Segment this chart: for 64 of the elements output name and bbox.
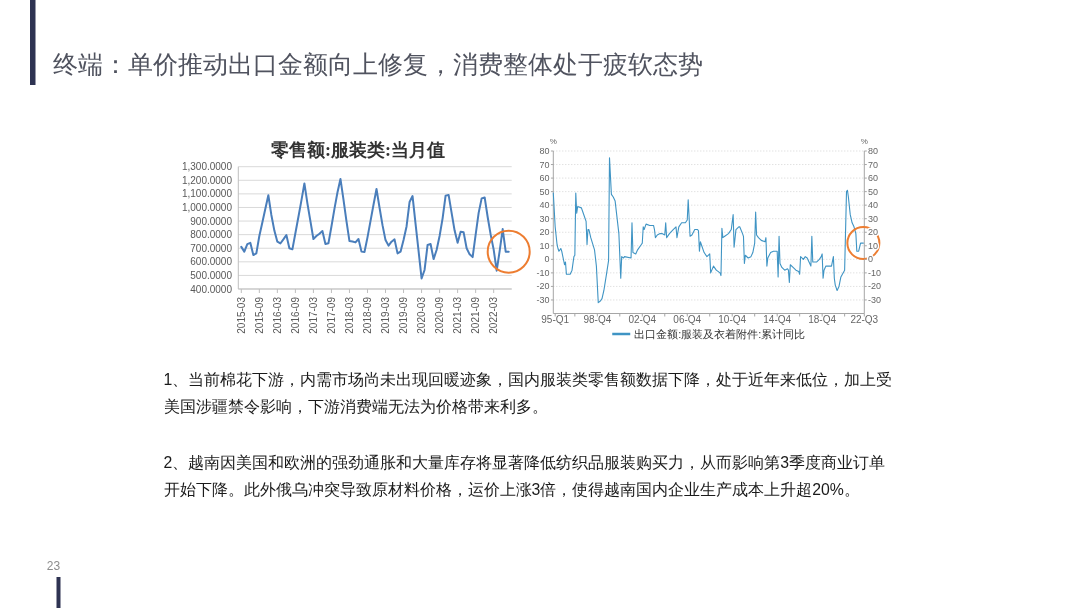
x-tick-label: 2018-09 [361, 296, 373, 334]
x-tick-label: 06-Q4 [673, 313, 702, 325]
x-tick-label: 2018-03 [343, 296, 355, 334]
y-tick-label: 80 [539, 146, 550, 156]
chart-title: 零售额:服装类:当月值 [271, 140, 445, 160]
text: 终端：单价推动出口金额向上修复，消费整体处于疲软态势 [53, 49, 703, 80]
y-tick-label: 20 [539, 227, 550, 238]
y2-tick-label: 0 [868, 254, 874, 265]
x-tick-label: 2017-03 [307, 296, 319, 334]
text: 1、当前棉花下游，内需市场尚未出现回暖迹象，国内服装类零售额数据下降，处于近年来低位，加上受美国涉疆禁令影响，下游消费端无法为价格带来利多。 [163, 370, 894, 417]
y2-tick-label: 60 [868, 173, 879, 184]
x-tick-label: 2016-03 [271, 296, 283, 334]
y-tick-label: 1,100.0000 [181, 188, 233, 200]
y-tick-label: -10 [536, 267, 550, 278]
x-tick-label: 02-Q4 [628, 313, 657, 325]
x-tick-label: 18-Q4 [808, 313, 837, 325]
y-axis-title: % [549, 137, 557, 146]
text: 2、越南因美国和欧洲的强劲通胀和大量库存将显著降低纺织品服装购买力，从而影响第3季度商业订单开始下降。此外俄乌冲突导致原材料价格，运价上涨3倍，使得越南国内企业生产成本上升超20%。 [163, 453, 887, 500]
y-tick-label: -20 [536, 281, 550, 292]
y-tick-label: 1,300.0000 [181, 161, 233, 173]
x-tick-label: 2020-03 [416, 296, 428, 334]
x-tick-label: 2015-03 [235, 296, 247, 334]
y-tick-label: 1,000.0000 [181, 201, 233, 213]
y-tick-label: 500.0000 [190, 269, 233, 281]
x-tick-label: 2019-03 [380, 296, 392, 334]
text: 23 [45, 559, 62, 574]
y-tick-label: 30 [539, 213, 550, 224]
x-tick-label: 2019-09 [398, 296, 410, 334]
x-tick-label: 22-Q3 [850, 313, 879, 325]
x-tick-label: 2015-09 [253, 296, 265, 334]
x-tick-label: 2016-09 [289, 296, 301, 334]
y-tick-label: 900.0000 [190, 215, 233, 227]
y-tick-label: 600.0000 [190, 256, 233, 268]
y-tick-label: 700.0000 [190, 242, 233, 254]
y-tick-label: 1,200.0000 [181, 174, 233, 186]
x-tick-label: 14-Q4 [763, 313, 792, 325]
y-tick-label: 70 [539, 159, 550, 170]
x-tick-label: 2017-09 [325, 296, 337, 334]
y-tick-label: 0 [544, 254, 550, 265]
y2-tick-label: 80 [868, 146, 879, 156]
y-tick-label: -30 [536, 294, 550, 305]
y2-tick-label: -10 [868, 267, 882, 278]
y2-axis-title: % [860, 137, 868, 146]
y-tick-label: 40 [539, 200, 550, 211]
x-tick-label: 95-Q1 [541, 313, 570, 325]
y-tick-label: 60 [539, 173, 550, 184]
y2-tick-label: -30 [868, 294, 882, 305]
y2-tick-label: 10 [868, 240, 879, 251]
x-tick-label: 2022-03 [488, 296, 500, 334]
y-tick-label: 800.0000 [190, 229, 233, 241]
x-tick-label: 98-Q4 [583, 313, 612, 325]
y2-tick-label: -20 [868, 281, 882, 292]
y2-tick-label: 30 [868, 213, 879, 224]
y2-tick-label: 70 [868, 159, 879, 170]
y-tick-label: 50 [539, 186, 550, 197]
x-tick-label: 2021-03 [452, 296, 464, 334]
y-tick-label: 400.0000 [190, 283, 233, 295]
y-tick-label: 10 [539, 240, 550, 251]
y2-tick-label: 50 [868, 186, 879, 197]
x-tick-label: 2020-09 [434, 296, 446, 334]
x-tick-label: 2021-09 [470, 296, 482, 334]
y2-tick-label: 40 [868, 200, 879, 211]
x-tick-label: 10-Q4 [718, 313, 747, 325]
legend-label: 出口金额:服装及衣着附件:累计同比 [634, 328, 806, 340]
